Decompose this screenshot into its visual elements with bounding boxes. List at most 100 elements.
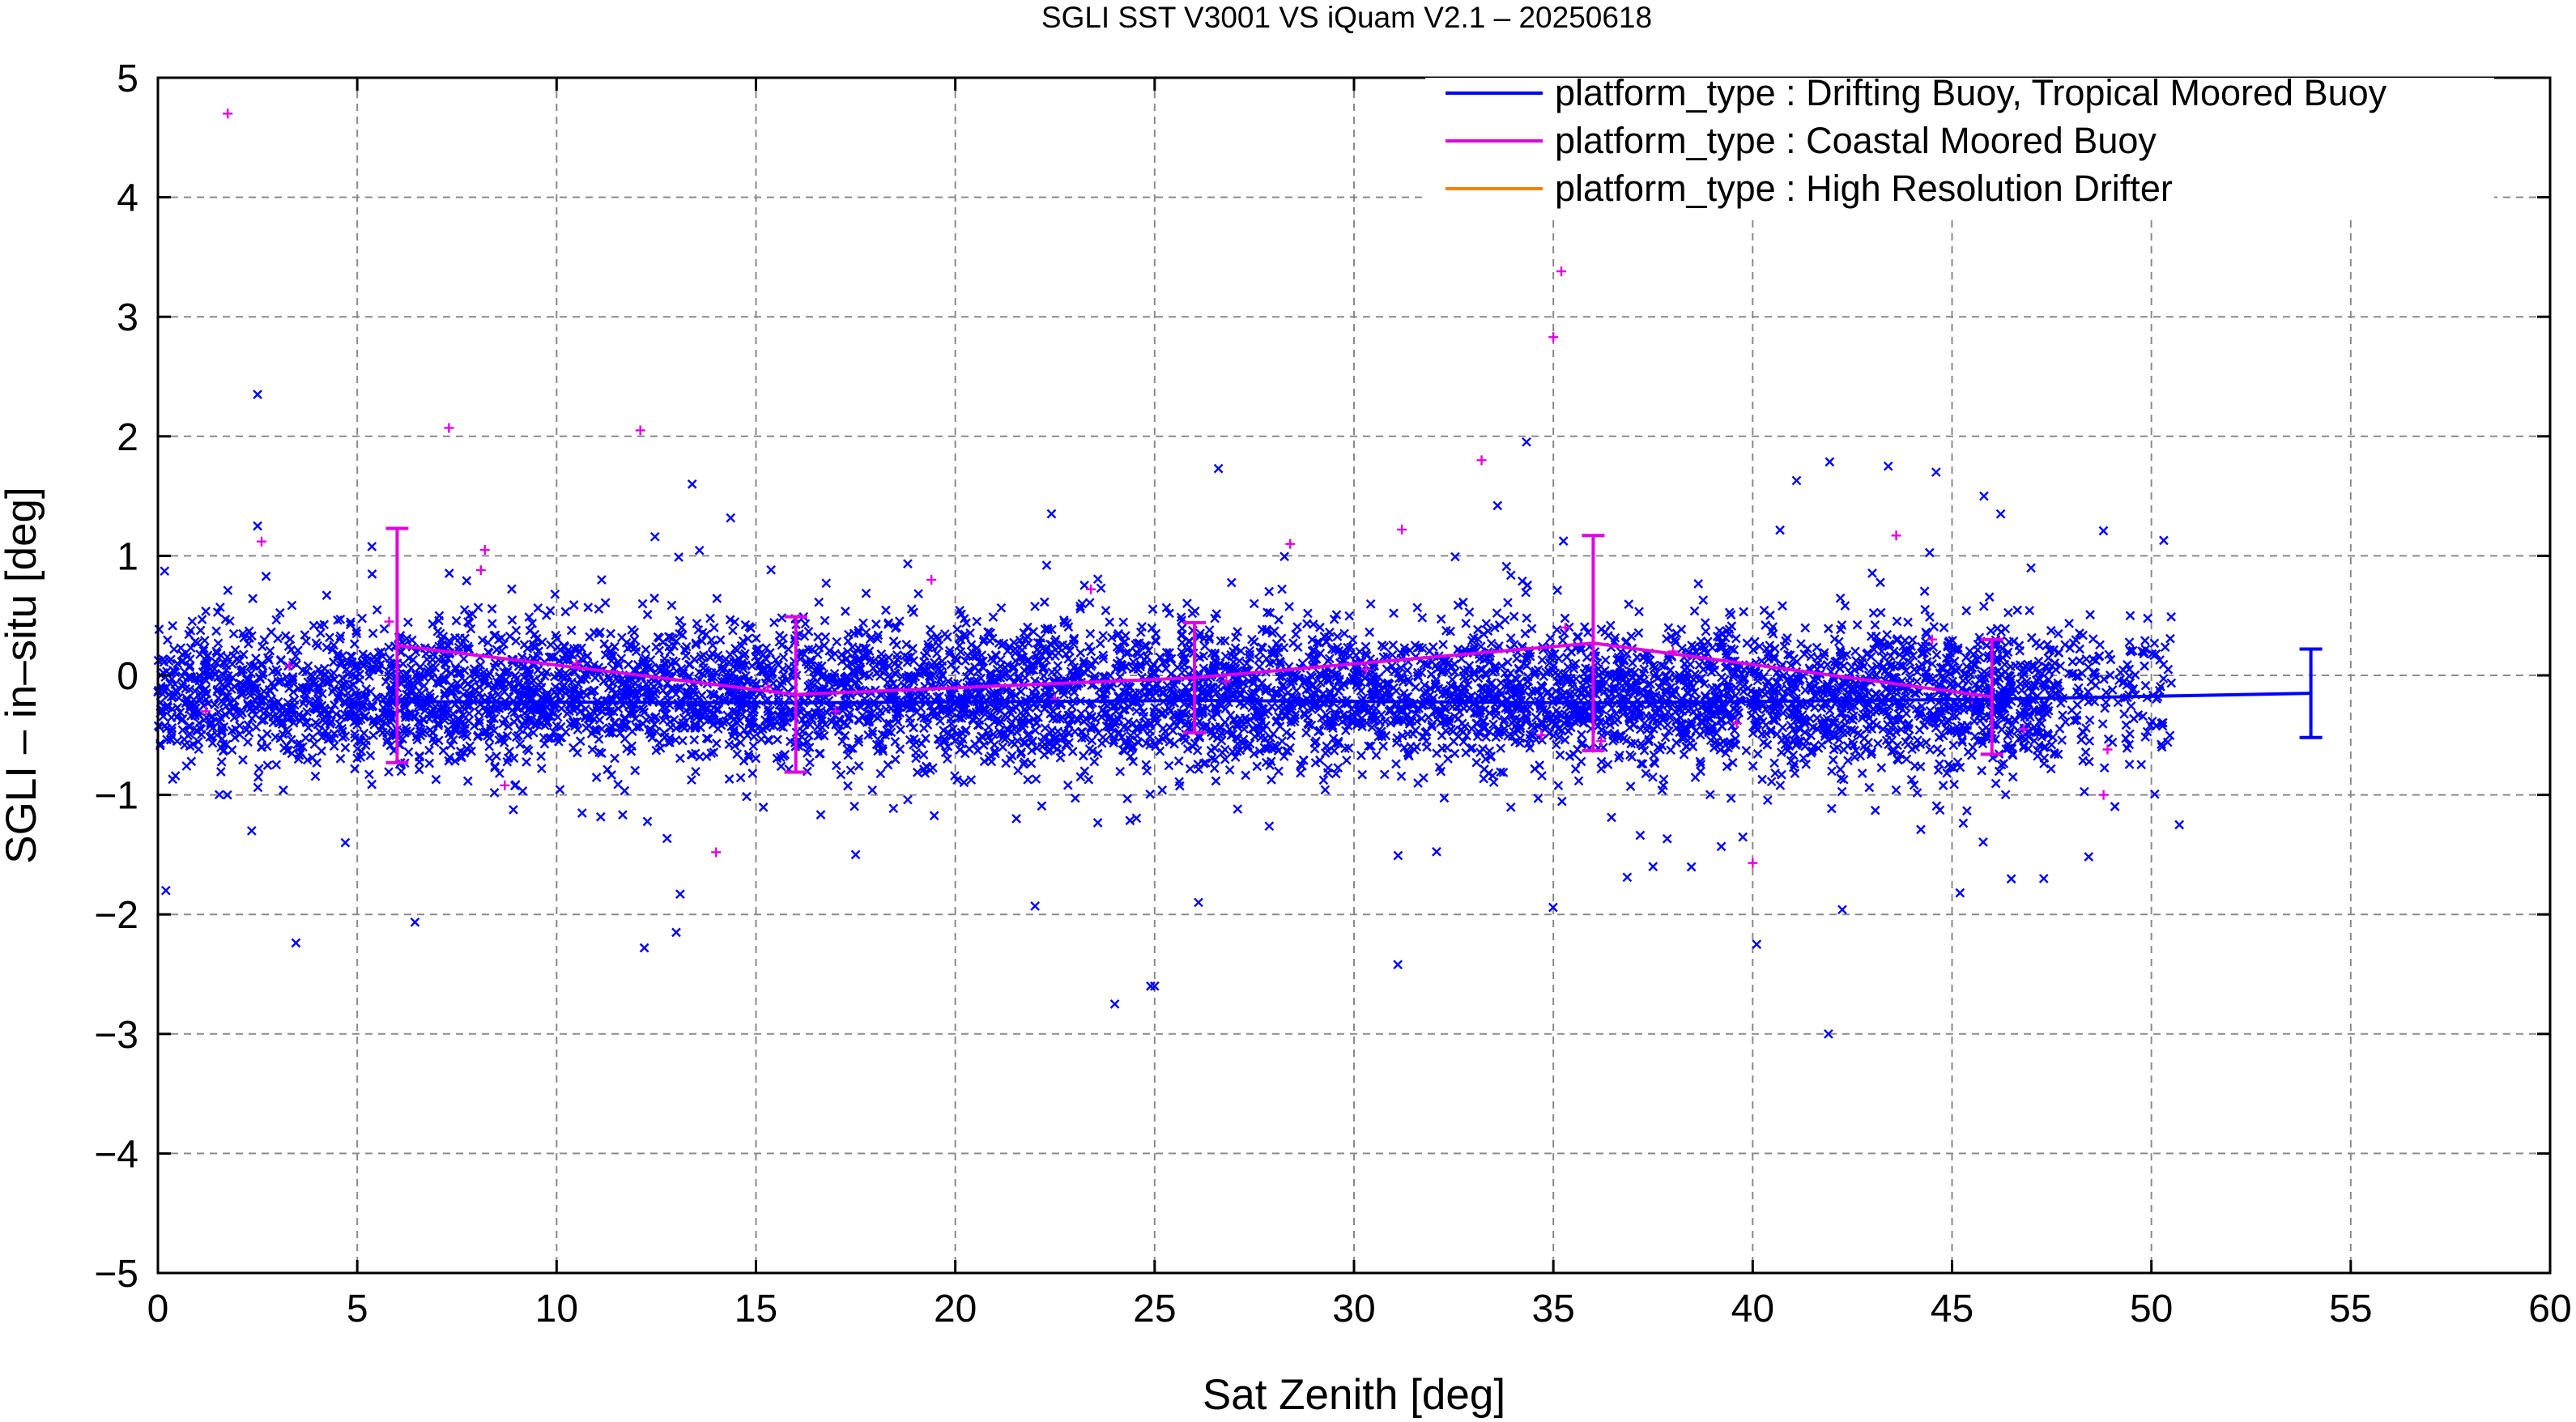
data-point [215, 602, 225, 612]
data-point [2069, 716, 2080, 726]
data-point [1991, 778, 2001, 789]
data-point [2165, 633, 2175, 644]
data-point [618, 810, 628, 820]
data-point [2124, 760, 2135, 769]
data-point [258, 641, 267, 652]
data-point [1481, 732, 1492, 743]
data-point [492, 690, 503, 700]
data-point [1075, 772, 1086, 782]
data-point [875, 739, 885, 750]
data-point [1925, 612, 1935, 622]
data-point [614, 660, 624, 671]
data-point [674, 552, 683, 562]
data-point [1705, 735, 1716, 746]
data-point [1411, 682, 1420, 692]
data-point [1962, 806, 1972, 816]
data-point [1494, 620, 1505, 630]
data-point [1498, 768, 1509, 777]
data-point [1092, 574, 1103, 584]
data-point [805, 720, 815, 730]
data-point [1142, 766, 1152, 776]
data-point [484, 741, 495, 751]
data-point [803, 645, 814, 654]
data-point [431, 774, 441, 785]
data-point [892, 717, 903, 727]
data-point [1634, 607, 1644, 617]
data-point [732, 749, 743, 760]
data-point [912, 767, 922, 777]
data-point [1320, 785, 1331, 795]
data-point [1489, 623, 1500, 632]
data-point [926, 624, 935, 635]
data-point [1526, 624, 1537, 634]
data-point [1438, 640, 1448, 649]
data-point [1105, 617, 1115, 628]
data-point [1496, 767, 1505, 777]
data-point [1757, 774, 1767, 785]
data-point [1906, 774, 1917, 785]
data-point [1464, 607, 1475, 617]
data-point [1796, 639, 1806, 649]
data-point [972, 616, 982, 627]
data-point [1741, 746, 1752, 756]
data-point [1204, 632, 1215, 642]
data-point [2124, 637, 2135, 647]
data-point [365, 751, 376, 760]
data-point [1705, 790, 1715, 800]
data-point [1525, 743, 1535, 753]
data-point [197, 615, 207, 624]
data-point [1326, 644, 1337, 654]
data-point [836, 769, 846, 780]
data-point [487, 619, 497, 628]
data-point [310, 771, 321, 781]
data-point [751, 753, 761, 764]
data-point [1101, 606, 1111, 615]
data-point [1505, 570, 1516, 581]
data-point [419, 681, 429, 691]
data-point [1660, 732, 1671, 743]
data-point [1925, 745, 1935, 755]
data-point [1333, 763, 1343, 773]
data-point [1366, 741, 1376, 751]
data-point [1165, 737, 1175, 747]
data-point [1080, 732, 1090, 743]
data-point [606, 628, 615, 639]
data-point [840, 730, 850, 741]
data-point [243, 720, 253, 730]
data-point [1824, 624, 1833, 634]
data-point [1717, 721, 1727, 731]
data-point [1230, 752, 1241, 762]
data-point [827, 652, 837, 662]
data-point [1098, 630, 1108, 641]
data-point [1503, 598, 1513, 608]
data-point [1075, 604, 1085, 614]
data-point [1420, 680, 1429, 691]
data-point [1132, 638, 1143, 649]
data-point [550, 589, 560, 599]
data-point [2079, 786, 2089, 797]
data-point [1600, 655, 1611, 665]
data-point [1522, 613, 1532, 624]
data-point [1279, 551, 1289, 562]
data-point [1874, 637, 1884, 648]
data-point [381, 676, 391, 687]
data-point [1031, 774, 1041, 784]
data-point [1379, 769, 1390, 780]
data-point [709, 623, 719, 632]
data-point [1419, 688, 1429, 698]
data-point [854, 761, 864, 771]
data-point [1938, 781, 1948, 790]
data-point [1701, 626, 1711, 636]
data-point [2126, 701, 2136, 711]
data-point [1233, 627, 1242, 636]
data-point [1916, 824, 1926, 835]
data-point [959, 777, 969, 788]
data-point [434, 611, 445, 621]
data-point [1624, 599, 1634, 609]
data-point [1666, 745, 1675, 756]
data-point [849, 801, 859, 811]
data-point [524, 612, 534, 622]
data-point [1748, 761, 1758, 771]
chart-title: SGLI SST V3001 VS iQuam V2.1 – 20250618 [1041, 1, 1652, 34]
